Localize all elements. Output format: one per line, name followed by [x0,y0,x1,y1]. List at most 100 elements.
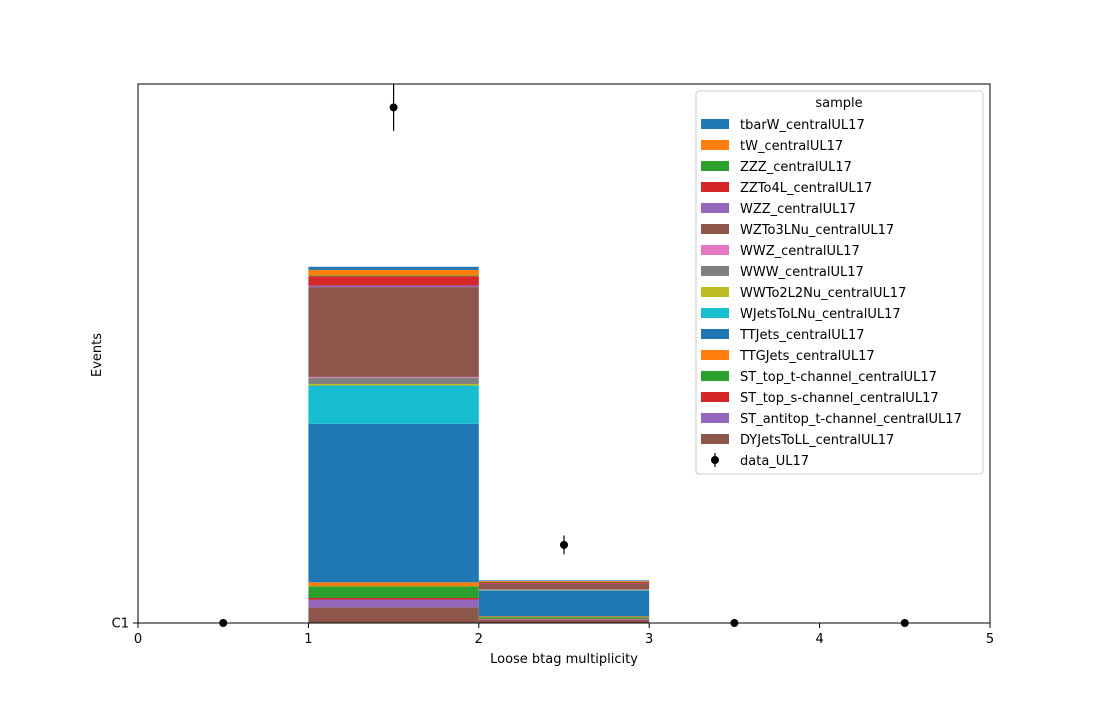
legend-swatch [701,224,729,234]
legend-item-www-centralul17: WWW_centralUL17 [701,265,864,280]
bar-segment-wjetstolnu-centralul17 [308,385,479,424]
legend-item-zzto4l-centralul17: ZZTo4L_centralUL17 [701,181,872,196]
bar-segment-wzto3lnu-centralul17 [478,583,650,590]
legend-swatch [701,161,729,171]
legend-item-zzz-centralul17: ZZZ_centralUL17 [701,160,852,175]
bar-segment-wwz-centralul17 [478,589,650,590]
legend-item-wjetstolnu-centralul17: WJetsToLNu_centralUL17 [701,307,901,322]
bar-segment-ttjets-centralul17 [308,423,479,583]
bar-segment-tbarw-centralul17 [308,266,479,270]
legend-label: tbarW_centralUL17 [740,118,865,133]
bar-segment-ttgjets-centralul17 [308,582,479,587]
legend-item-st-antitop-t-channel-centralul17: ST_antitop_t-channel_centralUL17 [701,412,962,427]
legend-label: DYJetsToLL_centralUL17 [740,433,894,448]
bar-segment-wwto2l2nu-centralul17 [478,589,650,591]
bar-segment-wzto3lnu-centralul17 [308,287,479,377]
bar-segment-wwto2l2nu-centralul17 [308,383,479,386]
bar-segment-ttjets-centralul17 [478,590,650,617]
y-axis-ticks: C1 [112,617,138,632]
bar-segment-zzto4l-centralul17 [308,276,479,286]
legend-title: sample [815,96,862,111]
bar-segment-st-top-s-channel-centralul17 [478,618,650,620]
legend-item-wwz-centralul17: WWZ_centralUL17 [701,244,860,259]
x-axis-ticks: 0 1 2 3 4 5 [134,623,994,647]
legend-item-tw-centralul17: tW_centralUL17 [701,139,843,154]
bar-segment-wzz-centralul17 [308,285,479,288]
legend-box [695,90,984,475]
x-tick-label: 2 [475,632,483,647]
data-point [560,540,568,549]
legend-item-wzto3lnu-centralul17: WZTo3LNu_centralUL17 [701,223,894,238]
x-tick-label: 1 [304,632,312,647]
bar-segment-www-centralul17 [308,377,479,384]
legend-swatch [701,140,729,150]
plot-frame [137,83,991,624]
bar-segment-dyjetstoll-centralul17 [478,619,650,623]
y-axis-label: Events [90,333,105,377]
bar-segment-zzto4l-centralul17 [478,582,650,584]
data-point [389,103,398,112]
x-tick-label: 3 [645,632,653,647]
legend-label: ST_top_t-channel_centralUL17 [740,370,937,385]
legend-label: ZZTo4L_centralUL17 [740,181,872,196]
legend-swatch [701,413,729,423]
legend-label: WWZ_centralUL17 [740,244,860,259]
legend-label: ZZZ_centralUL17 [740,160,852,175]
legend-item-st-top-s-channel-centralul17: ST_top_s-channel_centralUL17 [701,391,939,406]
bar-segment-zzz-centralul17 [478,581,650,583]
legend-swatch [701,434,729,444]
stacked-bars [308,266,650,623]
legend-swatch [701,371,729,381]
x-axis-label: Loose btag multiplicity [490,652,638,667]
legend-swatch [701,245,729,255]
bar-segment-st-antitop-t-channel-centralul17 [478,619,650,620]
bar-segment-wzz-centralul17 [478,583,650,585]
legend: sample tbarW_centralUL17 tW_centralUL17 ZZ… [695,90,984,475]
legend-item-tbarw-centralul17: tbarW_centralUL17 [701,118,865,133]
legend-swatch [701,182,729,192]
legend-label: WWTo2L2Nu_centralUL17 [740,286,906,301]
bar-segment-zzz-centralul17 [308,275,479,277]
bar-segment-st-top-t-channel-centralul17 [308,586,479,599]
legend-item-dyjetstoll-centralul17: DYJetsToLL_centralUL17 [701,433,894,448]
legend-swatch [701,329,729,339]
legend-item-st-top-t-channel-centralul17: ST_top_t-channel_centralUL17 [701,370,937,385]
legend-label: tW_centralUL17 [740,139,843,154]
legend-label: ST_top_s-channel_centralUL17 [740,391,939,406]
legend-swatch [701,308,729,318]
y-tick-label: C1 [112,617,129,632]
bar-segment-st-top-s-channel-centralul17 [308,598,479,600]
legend-swatch [701,203,729,213]
legend-label: TTJets_centralUL17 [739,328,865,343]
legend-swatch [701,287,729,297]
legend-label: data_UL17 [740,454,809,469]
legend-label: WZTo3LNu_centralUL17 [740,223,894,238]
legend-marker-point [711,456,719,464]
bar-segment-st-top-t-channel-centralul17 [478,617,650,619]
x-tick-label: 0 [134,632,142,647]
bar-segment-ttgjets-centralul17 [478,616,650,618]
bar-segment-wwz-centralul17 [308,376,479,378]
bar-segment-wjetstolnu-centralul17 [478,590,650,591]
legend-swatch [701,266,729,276]
legend-label: TTGJets_centralUL17 [739,349,875,364]
x-tick-label: 5 [986,632,994,647]
legend-swatch [701,392,729,402]
legend-swatch [701,350,729,360]
legend-label: WZZ_centralUL17 [740,202,856,217]
bar-segment-dyjetstoll-centralul17 [308,607,479,623]
x-tick-label: 4 [815,632,823,647]
legend-label: WJetsToLNu_centralUL17 [740,307,901,322]
legend-item-data-ul17: data_UL17 [711,453,809,469]
bar-segment-st-antitop-t-channel-centralul17 [308,599,479,608]
data-points [219,84,909,627]
bar-segment-tbarw-centralul17 [478,580,650,582]
legend-swatch [701,119,729,129]
legend-item-ttgjets-centralul17: TTGJets_centralUL17 [701,349,875,364]
legend-items: tbarW_centralUL17 tW_centralUL17 ZZZ_centr… [701,118,962,469]
legend-item-ttjets-centralul17: TTJets_centralUL17 [701,328,865,343]
legend-item-wwto2l2nu-centralul17: WWTo2L2Nu_centralUL17 [701,286,906,301]
bar-segment-tw-centralul17 [308,269,479,276]
legend-label: WWW_centralUL17 [740,265,864,280]
